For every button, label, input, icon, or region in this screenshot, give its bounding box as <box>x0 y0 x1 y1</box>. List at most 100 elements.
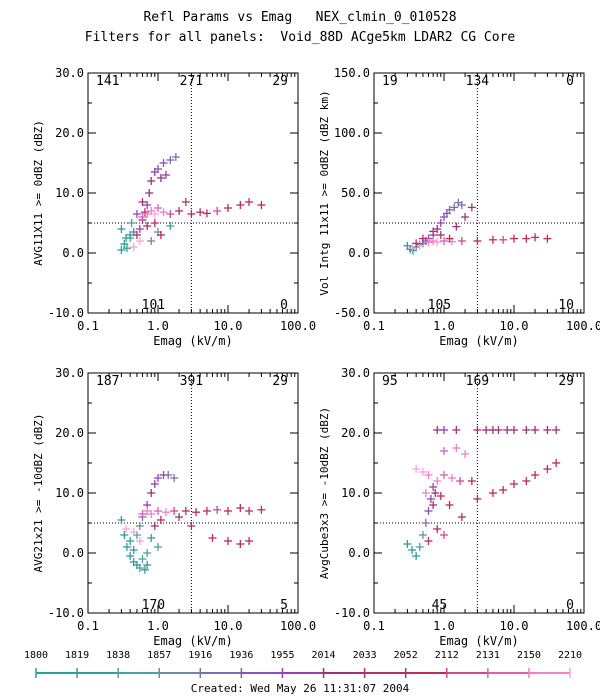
x-tick-label: 10.0 <box>500 619 529 633</box>
count-top-left: 95 <box>382 374 398 389</box>
data-point <box>154 165 162 173</box>
data-point <box>150 219 159 227</box>
x-tick-label: 10.0 <box>500 319 529 333</box>
data-point <box>436 219 445 227</box>
y-tick-label: 0.0 <box>62 246 84 260</box>
data-point <box>166 210 175 218</box>
data-point <box>522 426 531 434</box>
data-point <box>440 447 448 455</box>
data-point <box>456 477 465 485</box>
data-point <box>122 234 131 242</box>
y-axis-label: Vol Intg 11x11 >= 0dBZ (dBZ km) <box>318 90 331 295</box>
data-point <box>159 159 168 167</box>
data-point <box>202 507 211 515</box>
data-point <box>187 210 196 218</box>
scatter-panel-1: 0.1 1.0 10.0 100.0 -10.0 0.0 10.0 20.0 30.0 Emag … <box>32 66 316 348</box>
count-top-right: 29 <box>272 374 288 389</box>
data-point <box>175 513 184 521</box>
data-point <box>132 231 141 239</box>
plot-frame <box>87 72 299 314</box>
data-point <box>457 513 466 521</box>
data-point <box>120 240 129 248</box>
count-bottom-right: 5 <box>280 598 288 613</box>
data-point <box>522 477 531 485</box>
data-point <box>408 244 417 253</box>
colorbar-label: 2014 <box>311 650 335 661</box>
created-timestamp: Created: Wed May 26 11:31:07 2004 <box>190 682 410 695</box>
data-point <box>135 564 144 572</box>
data-point <box>138 555 147 563</box>
y-tick-label: 0.0 <box>348 246 370 260</box>
data-point <box>236 504 245 512</box>
count-bottom-center: 45 <box>432 598 448 613</box>
data-point <box>135 237 144 245</box>
data-point <box>488 235 497 244</box>
plot-frame <box>373 372 585 614</box>
data-point <box>403 540 412 548</box>
count-top-left: 187 <box>96 374 119 389</box>
data-point <box>147 534 156 542</box>
data-point <box>117 516 126 524</box>
data-point <box>503 426 512 434</box>
y-tick-label: 10.0 <box>55 486 84 500</box>
data-point <box>140 565 149 574</box>
colorbar-label: 1819 <box>65 650 89 661</box>
data-point <box>433 525 442 533</box>
data-point <box>150 210 159 218</box>
data-point <box>171 153 180 161</box>
data-point <box>452 444 461 452</box>
colorbar-label: 2112 <box>435 650 459 661</box>
data-point <box>543 426 552 434</box>
colorbar-label: 1955 <box>270 650 294 661</box>
data-point <box>245 198 254 206</box>
data-point <box>135 225 144 233</box>
data-point <box>129 546 138 554</box>
y-axis-label: AvgCube3x3 >= -10dBZ (dBZ) <box>318 407 331 579</box>
data-point <box>415 543 424 551</box>
y-tick-label: 20.0 <box>341 426 370 440</box>
data-point <box>531 233 540 242</box>
data-point <box>421 489 430 497</box>
data-point <box>543 465 552 473</box>
data-point <box>245 507 254 515</box>
data-point <box>473 237 482 245</box>
data-point <box>126 552 135 560</box>
data-point <box>552 459 561 467</box>
data-point <box>187 522 196 530</box>
data-point <box>135 522 144 530</box>
y-tick-label: 100.0 <box>334 126 370 140</box>
data-point <box>129 243 138 251</box>
y-tick-label: 10.0 <box>55 186 84 200</box>
y-tick-label: -50.0 <box>334 306 370 320</box>
data-point <box>440 237 448 245</box>
data-point <box>170 474 179 482</box>
data-point <box>245 537 254 545</box>
colorbar-label: 1936 <box>229 650 253 661</box>
data-point <box>224 204 232 212</box>
data-point <box>156 174 165 182</box>
colorbar-label: 1916 <box>188 650 212 661</box>
x-tick-label: 0.1 <box>363 319 385 333</box>
data-point <box>138 213 147 221</box>
data-point <box>147 510 156 518</box>
data-point <box>175 207 184 215</box>
data-point <box>143 210 152 218</box>
data-point <box>117 225 126 233</box>
x-tick-label: 0.1 <box>77 619 99 633</box>
count-bottom-right: 0 <box>566 598 574 613</box>
figure-subtitle: Filters for all panels: Void_88D ACge5km… <box>84 30 516 45</box>
data-point <box>412 552 421 560</box>
x-tick-label: 1.0 <box>433 619 455 633</box>
data-point <box>196 208 205 217</box>
data-point <box>143 561 152 569</box>
y-tick-label: 10.0 <box>341 486 370 500</box>
data-point <box>450 203 459 212</box>
data-point <box>510 480 518 488</box>
data-point <box>257 505 266 514</box>
data-point <box>421 519 430 527</box>
data-point <box>161 171 170 179</box>
data-point <box>126 231 135 239</box>
data-point <box>150 480 159 488</box>
data-point <box>202 209 211 218</box>
